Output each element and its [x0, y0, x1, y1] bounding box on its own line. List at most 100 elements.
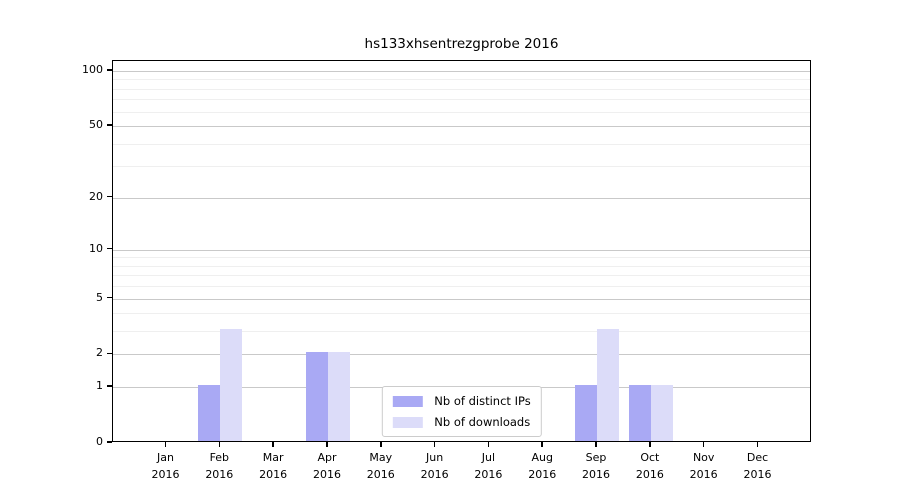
x-tick-mark [487, 442, 490, 447]
x-tick-label: Feb 2016 [190, 450, 248, 483]
x-tick-mark [164, 442, 167, 447]
y-tick-mark [107, 195, 112, 198]
x-tick-label-year: 2016 [259, 467, 288, 481]
x-tick-label-month: Mar [262, 451, 284, 464]
bar-distinct-ips [198, 385, 221, 441]
x-tick-label-year: 2016 [366, 467, 395, 481]
x-tick-mark [218, 442, 221, 447]
x-tick-label: Jun 2016 [406, 450, 464, 483]
x-tick-label: May 2016 [352, 450, 410, 483]
x-tick-label-year: 2016 [474, 467, 503, 481]
gridline-minor [113, 111, 810, 113]
legend-label-distinct-ips: Nb of distinct IPs [434, 394, 531, 408]
y-tick-mark [107, 352, 112, 355]
x-tick-label-year: 2016 [743, 467, 772, 481]
x-tick-label: Oct 2016 [621, 450, 679, 483]
x-tick-label: Mar 2016 [244, 450, 302, 483]
y-tick-label: 10 [89, 241, 103, 255]
gridline-minor [113, 99, 810, 101]
x-tick-label-year: 2016 [582, 467, 611, 481]
plot-area: Nb of distinct IPs Nb of downloads [112, 60, 811, 442]
y-tick-mark [107, 69, 112, 71]
x-tick-mark [649, 442, 651, 447]
x-tick-label-month: Nov [692, 451, 715, 464]
gridline-minor [113, 143, 810, 145]
legend-item-downloads: Nb of downloads [392, 415, 530, 429]
y-tick-label: 20 [89, 189, 103, 203]
x-tick-mark [380, 442, 382, 447]
gridline-minor [113, 257, 810, 259]
x-tick-label: Jan 2016 [137, 450, 195, 483]
gridline-major [113, 249, 810, 251]
x-tick-mark [272, 442, 274, 447]
chart-title: hs133xhsentrezgprobe 2016 [364, 36, 559, 52]
legend: Nb of distinct IPs Nb of downloads [381, 386, 542, 437]
y-tick-mark [107, 247, 112, 250]
gridline-minor [113, 88, 810, 90]
gridline-minor [113, 313, 810, 315]
x-tick-label-year: 2016 [312, 467, 341, 481]
x-tick-label: Apr 2016 [298, 450, 356, 483]
legend-swatch-distinct-ips [392, 395, 423, 407]
x-tick-label: Dec 2016 [729, 450, 787, 483]
gridline-minor [113, 166, 810, 168]
bar-downloads [220, 329, 243, 441]
x-tick-mark [595, 442, 597, 447]
x-tick-label-month: Aug [531, 451, 553, 464]
y-tick-mark [107, 385, 112, 387]
x-tick-label: Jul 2016 [459, 450, 517, 483]
y-tick-label: 5 [96, 290, 103, 304]
x-tick-label-month: Dec [746, 451, 769, 464]
y-tick-label: 1 [96, 379, 103, 393]
y-tick-label: 50 [89, 118, 103, 132]
gridline-minor [113, 79, 810, 81]
bar-downloads [597, 329, 620, 441]
x-tick-label-year: 2016 [420, 467, 449, 481]
x-tick-label: Aug 2016 [513, 450, 571, 483]
x-tick-label-month: Oct [640, 451, 660, 464]
x-tick-label: Nov 2016 [675, 450, 733, 483]
x-tick-label-year: 2016 [635, 467, 664, 481]
x-tick-mark [433, 442, 436, 447]
gridline-minor [113, 286, 810, 288]
x-tick-label-month: Sep [585, 451, 607, 464]
legend-swatch-downloads [392, 416, 423, 428]
y-tick-mark [107, 296, 112, 299]
y-tick-mark [107, 441, 112, 443]
gridline-minor [113, 331, 810, 333]
y-tick-label: 100 [82, 63, 103, 76]
x-tick-label: Sep 2016 [567, 450, 625, 483]
legend-item-distinct-ips: Nb of distinct IPs [392, 394, 531, 408]
gridline-major [113, 126, 810, 128]
gridline-major [113, 197, 810, 199]
x-tick-label-year: 2016 [528, 467, 557, 481]
x-tick-mark [326, 442, 328, 447]
bar-downloads [327, 352, 350, 441]
gridline-major [113, 71, 810, 72]
x-tick-mark [541, 442, 543, 447]
y-tick-label: 2 [96, 346, 103, 360]
x-tick-label-month: Feb [209, 451, 230, 464]
x-tick-label-month: Jul [481, 451, 496, 464]
gridline-minor [113, 275, 810, 277]
gridline-major [113, 298, 810, 300]
legend-label-downloads: Nb of downloads [434, 415, 531, 429]
x-tick-mark [756, 442, 759, 447]
y-tick-mark [107, 124, 112, 126]
gridline-major [113, 354, 810, 356]
x-tick-mark [702, 442, 705, 447]
bar-distinct-ips [305, 352, 328, 441]
bar-downloads [650, 385, 673, 441]
x-tick-label-month: May [369, 451, 393, 464]
x-tick-label-month: Jun [425, 451, 444, 464]
bar-distinct-ips [628, 385, 651, 441]
x-tick-label-month: Apr [317, 451, 337, 464]
x-tick-label-year: 2016 [205, 467, 234, 481]
x-tick-label-year: 2016 [151, 467, 180, 481]
gridline-minor [113, 265, 810, 267]
y-tick-label: 0 [96, 435, 103, 448]
x-tick-label-year: 2016 [689, 467, 718, 481]
bar-distinct-ips [575, 385, 598, 441]
x-tick-label-month: Jan [157, 451, 174, 464]
